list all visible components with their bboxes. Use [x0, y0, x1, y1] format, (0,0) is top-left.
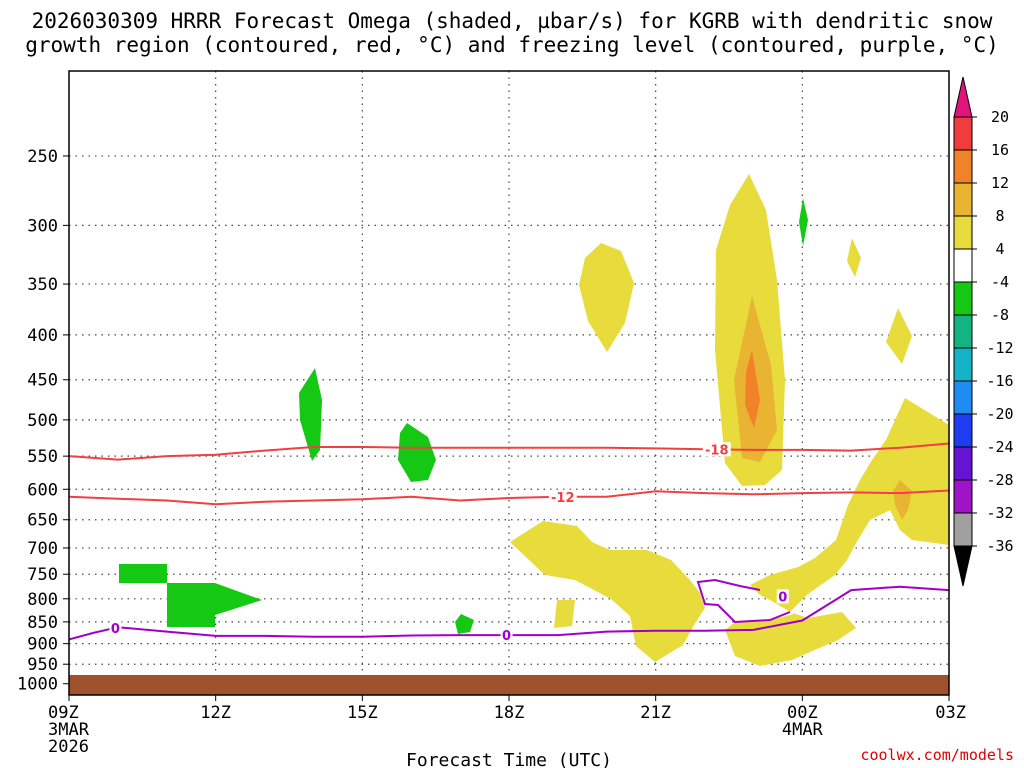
- colorbar-swatch: [953, 512, 973, 547]
- colorbar-swatch: [953, 413, 973, 448]
- omega-region-upward-9: [510, 521, 705, 662]
- contour-label: -18: [705, 443, 729, 458]
- colorbar-swatch: [953, 347, 973, 382]
- colorbar-top-arrow: [953, 76, 973, 118]
- contour-label: 0: [502, 629, 511, 644]
- omega-region-downward-2: [398, 423, 436, 482]
- colorbar-level-label: -12: [986, 339, 1013, 357]
- omega-region-downward-4: [119, 564, 167, 583]
- colorbar-level-label: 16: [991, 141, 1009, 159]
- colorbar-level-label: -20: [986, 405, 1013, 423]
- colorbar-swatch: [953, 446, 973, 481]
- colorbar-swatch: [953, 248, 973, 283]
- y-tick-label: 500: [27, 411, 58, 431]
- colorbar-level-label: 12: [991, 174, 1009, 192]
- colorbar-swatch: [953, 380, 973, 415]
- omega-shading: [119, 174, 949, 666]
- y-tick-label: 800: [27, 590, 58, 610]
- y-tick-label: 550: [27, 447, 58, 467]
- colorbar-swatch: [953, 479, 973, 514]
- colorbar-swatch: [953, 314, 973, 349]
- contour-label: -12: [551, 491, 575, 506]
- contour-label: 0: [778, 590, 787, 605]
- colorbar-level-label: -4: [991, 273, 1009, 291]
- omega-region-downward-3: [799, 198, 808, 246]
- x-tick-label: 21Z: [640, 703, 671, 723]
- chart-title-line-1: 2026030309 HRRR Forecast Omega (shaded, …: [32, 9, 993, 33]
- plot-area: -18 -12 0 0 0: [69, 174, 949, 695]
- omega-region-upward-5: [847, 238, 861, 277]
- contour-line--18: [69, 442, 949, 461]
- colorbar-level-label: 20: [991, 108, 1009, 126]
- omega-region-upward-8: [893, 480, 912, 520]
- x-date-label: 3MAR: [48, 720, 90, 740]
- colorbar-level-label: 8: [995, 207, 1004, 225]
- y-tick-label: 1000: [17, 675, 58, 695]
- x-tick-label: 15Z: [347, 703, 378, 723]
- omega-region-upward-6: [886, 308, 912, 364]
- x-tick-label: 18Z: [494, 703, 525, 723]
- contour-label-bg: [776, 589, 789, 604]
- colorbar-swatch: [953, 281, 973, 316]
- colorbar-level-label: 4: [995, 240, 1004, 258]
- chart-title-line-2: growth region (contoured, red, °C) and f…: [25, 33, 999, 57]
- contour-label-bg: [702, 442, 731, 457]
- y-tick-label: 900: [27, 635, 58, 655]
- x-axis-title: Forecast Time (UTC): [406, 750, 612, 768]
- contour-lines: -18 -12 0 0 0: [69, 442, 949, 644]
- omega-region-downward-5: [167, 583, 262, 627]
- colorbar-swatch: [953, 215, 973, 250]
- colorbar-bottom-arrow: [953, 545, 973, 587]
- omega-colorbar: 20 16 12 8 4 -4 -8 -12 -16 -20 -24 -28 -32 -36: [953, 76, 1014, 587]
- x-tick-label: 00Z: [787, 703, 818, 723]
- contour-line-0: [69, 585, 949, 641]
- omega-region-downward-6: [455, 614, 474, 634]
- freezing-level-loop: [696, 578, 791, 624]
- contour-label-bg: [109, 620, 122, 635]
- y-tick-label: 850: [27, 613, 58, 633]
- colorbar-level-label: -32: [986, 504, 1013, 522]
- omega-region-upward-1: [579, 243, 634, 352]
- x-tick-label: 12Z: [200, 703, 231, 723]
- colorbar-swatch: [953, 116, 973, 151]
- colorbar-level-label: -28: [986, 471, 1013, 489]
- y-tick-label: 300: [27, 216, 58, 236]
- y-tick-label: 700: [27, 539, 58, 559]
- colorbar-level-label: -24: [986, 438, 1013, 456]
- x-tick-label: 03Z: [935, 703, 966, 723]
- contour-label-bg: [548, 489, 577, 504]
- colorbar-swatch: [953, 149, 973, 184]
- colorbar-swatch: [953, 182, 973, 217]
- contour-label-bg: [500, 628, 513, 643]
- y-axis-pressure-labels: 2503003504004505005506006507007508008509…: [17, 147, 69, 695]
- omega-region-upward-10: [554, 600, 575, 628]
- colorbar-level-label: -8: [991, 306, 1009, 324]
- y-tick-label: 750: [27, 565, 58, 585]
- colorbar-level-label: -36: [986, 537, 1013, 555]
- y-tick-label: 350: [27, 275, 58, 295]
- omega-region-downward-1: [299, 368, 322, 461]
- y-tick-label: 450: [27, 371, 58, 391]
- colorbar-level-label: -16: [986, 372, 1013, 390]
- y-tick-label: 400: [27, 326, 58, 346]
- contour-line--12: [69, 489, 949, 506]
- y-tick-label: 650: [27, 511, 58, 531]
- ground-below-surface: [69, 675, 949, 695]
- source-credit: coolwx.com/models: [860, 746, 1014, 764]
- x-tick-label: 09Z: [48, 703, 79, 723]
- y-tick-label: 950: [27, 655, 58, 675]
- contour-label: 0: [111, 622, 120, 637]
- y-tick-label: 250: [27, 147, 58, 167]
- x-date-label: 2026: [48, 737, 89, 757]
- omega-region-upward-4: [745, 350, 760, 428]
- y-tick-label: 600: [27, 480, 58, 500]
- x-date-label: 4MAR: [782, 720, 824, 740]
